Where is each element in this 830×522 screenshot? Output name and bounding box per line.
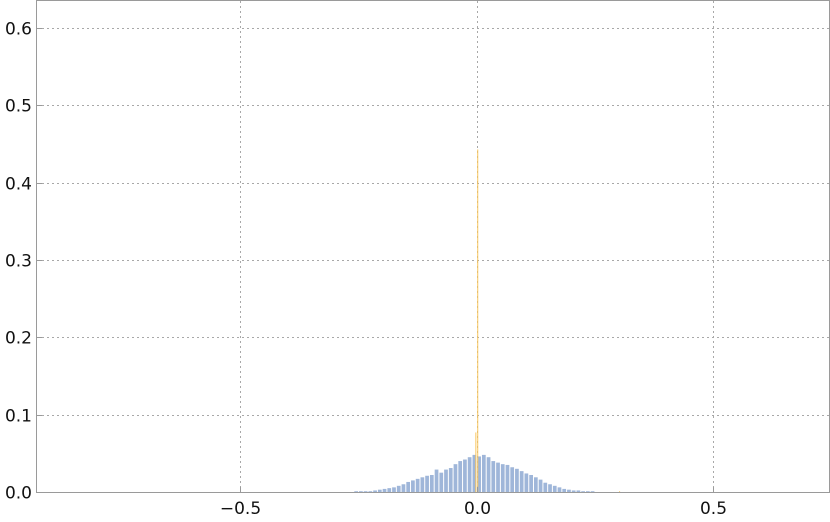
- histogram-bar: [571, 490, 576, 492]
- x-axis-ticks: −0.5 0.0 0.5: [220, 487, 727, 519]
- histogram-bar: [477, 456, 481, 492]
- histogram-bar: [481, 454, 486, 492]
- histogram-bar: [491, 461, 496, 492]
- grid-lines: [37, 1, 829, 492]
- plot-frame: [36, 0, 830, 493]
- histogram-bar: [475, 432, 477, 492]
- histogram-bar: [472, 454, 477, 492]
- histogram-bar: [415, 478, 420, 492]
- histogram-bar: [585, 491, 590, 492]
- histogram-bar: [382, 488, 387, 492]
- histogram-bars: [354, 149, 621, 492]
- histogram-bar: [429, 474, 434, 492]
- y-tick-label: 0.4: [5, 175, 32, 195]
- histogram-bar: [444, 469, 448, 492]
- histogram-bar: [453, 464, 458, 492]
- y-tick-label: 0.3: [5, 252, 32, 272]
- histogram-bar: [458, 461, 463, 492]
- histogram-bar: [543, 482, 548, 492]
- histogram-bar: [425, 475, 429, 492]
- histogram-bar: [581, 491, 585, 492]
- y-tick-label: 0.5: [5, 97, 32, 117]
- histogram-bar: [373, 490, 377, 492]
- y-tick-label: 0.6: [5, 20, 32, 40]
- histogram-bar: [387, 488, 392, 492]
- histogram-bar: [519, 471, 524, 492]
- histogram-bar: [505, 464, 510, 492]
- histogram-bar: [524, 473, 529, 492]
- histogram-bar: [496, 462, 500, 492]
- histogram-bar: [354, 491, 359, 492]
- histogram-bar: [463, 459, 467, 492]
- histogram-bar: [434, 469, 439, 492]
- histogram-bar: [552, 485, 557, 492]
- histogram-bar: [377, 489, 382, 492]
- histogram-bar: [411, 480, 415, 492]
- histogram-bar: [368, 491, 373, 492]
- histogram-bar: [500, 464, 505, 492]
- histogram-bar: [477, 149, 479, 492]
- histogram-bar: [567, 489, 571, 492]
- histogram-bar: [510, 467, 515, 492]
- histogram-bar: [548, 484, 552, 492]
- y-tick-label: 0.2: [5, 329, 32, 349]
- histogram-bar: [590, 491, 595, 492]
- histogram-bar: [448, 468, 453, 492]
- histogram-bar: [619, 491, 621, 492]
- histogram-bar: [529, 474, 533, 492]
- histogram-bar: [467, 457, 472, 492]
- histogram-bar: [406, 481, 411, 492]
- histogram-bar: [557, 487, 562, 492]
- histogram-bar: [533, 477, 538, 492]
- y-tick-label: 0.1: [5, 407, 32, 427]
- x-tick-label: 0.5: [700, 499, 727, 519]
- histogram-bar: [401, 484, 406, 492]
- histogram-bar: [486, 457, 491, 492]
- histogram-bar: [420, 477, 425, 492]
- histogram-bar: [515, 468, 519, 492]
- x-tick-label: 0.0: [464, 499, 491, 519]
- histogram-bar: [439, 472, 444, 492]
- histogram-bar: [392, 487, 396, 492]
- histogram-bar: [562, 488, 567, 492]
- histogram-bar: [359, 491, 363, 492]
- histogram-bar: [538, 479, 543, 492]
- histogram-bar: [576, 490, 581, 492]
- y-tick-label: 0.0: [5, 484, 32, 504]
- y-axis-ticks: 0.0 0.1 0.2 0.3 0.4 0.5 0.6: [5, 20, 42, 504]
- histogram-bar: [363, 491, 368, 492]
- x-tick-label: −0.5: [220, 499, 261, 519]
- histogram-bar: [396, 485, 401, 492]
